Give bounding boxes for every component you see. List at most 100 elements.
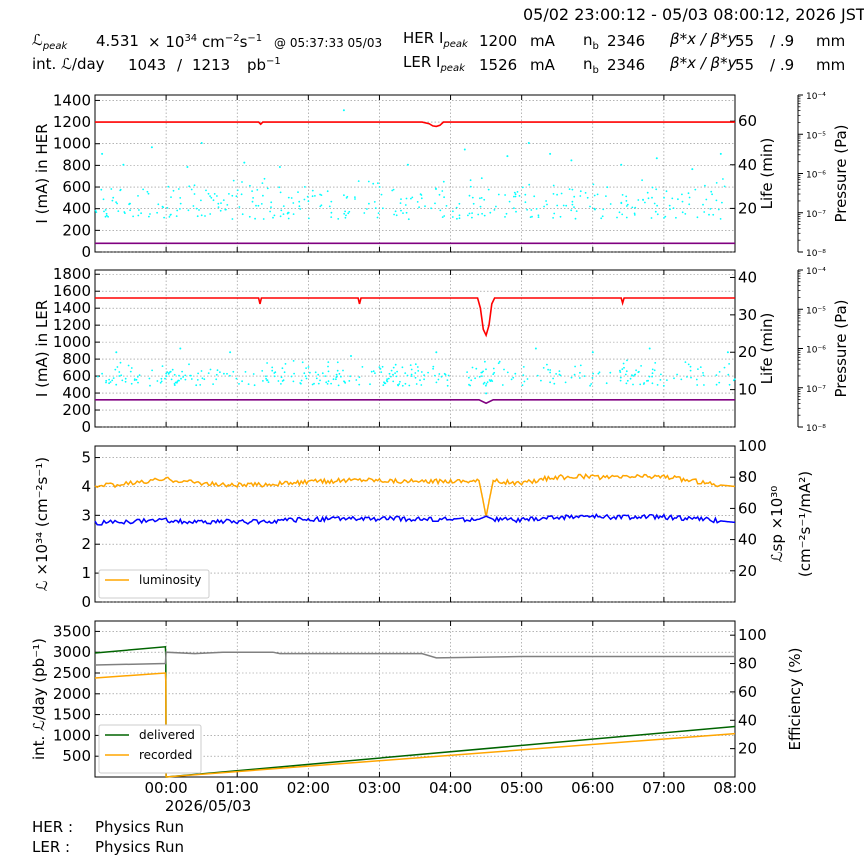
her-life-point (217, 206, 220, 209)
her-life-point (225, 208, 227, 211)
her-life-point (528, 183, 531, 186)
ler-life-point (177, 379, 180, 382)
intl-y2tick-label: 20 (738, 740, 757, 758)
her-life-point (330, 200, 333, 203)
ler-life-point (350, 355, 352, 357)
ler-life-point (621, 368, 624, 370)
her-life-point (209, 195, 212, 198)
ler-life-point (241, 380, 244, 383)
ler-life-point (105, 379, 108, 382)
her-life-point (212, 199, 215, 202)
her-life-point (132, 215, 135, 218)
her-life-point (101, 152, 104, 155)
ler-life-point (261, 370, 264, 372)
intl-ytick-label: 2500 (53, 664, 91, 682)
ler-life-point (723, 366, 726, 369)
x-tick-label: 07:00 (642, 779, 685, 797)
ler-life-point (591, 377, 594, 379)
ler-life-point (660, 373, 662, 376)
ler-life-point (558, 370, 561, 372)
ler-life-point (404, 382, 407, 385)
her-life-point (497, 193, 500, 196)
her-life-point (393, 213, 395, 216)
ler-life-point (327, 380, 330, 383)
x-tick-label: 08:00 (713, 779, 756, 797)
her-life-point (400, 198, 402, 201)
ler-life-point (423, 378, 425, 381)
her-life-point (418, 206, 420, 209)
her-life-point (137, 214, 140, 217)
her-life-point (633, 212, 636, 215)
her-ytick-label: 600 (62, 178, 91, 196)
her-life-point (537, 216, 540, 219)
her-life-point (257, 204, 260, 207)
ler-life-point (265, 377, 267, 380)
her-life-point (344, 210, 346, 213)
her-life-point (469, 179, 472, 182)
her-life-point (150, 146, 153, 149)
ler-life-point (689, 365, 692, 368)
her-beta-label: β*x / β*y (670, 30, 737, 48)
ler-life-point (651, 372, 654, 375)
ler-life-point (492, 373, 495, 376)
ler-life-point (118, 375, 121, 377)
her-life-point (188, 185, 191, 188)
intl-ytick-label: 500 (62, 747, 91, 765)
her-y3tick-label: 10⁻⁶ (806, 171, 826, 181)
int-lumi-slash: / (177, 56, 183, 74)
her-life-point (586, 196, 589, 199)
int-lumi-unit: pb−1 (247, 56, 281, 74)
her-life-point (518, 195, 521, 197)
her-life-point (372, 182, 375, 185)
ler-life-point (406, 374, 409, 377)
her-life-point (251, 190, 254, 193)
her-life-point (553, 212, 556, 215)
ler-life-point (420, 384, 423, 386)
her-life-point (251, 200, 254, 203)
her-life-point (526, 208, 528, 211)
her-life-point (115, 201, 117, 204)
her-life-point (625, 195, 628, 198)
her-life-point (342, 109, 345, 112)
ler-life-point (215, 378, 218, 381)
her-life-point (216, 195, 218, 197)
her-life-point (263, 177, 266, 180)
int-lumi-label: int. ℒ/day (32, 55, 105, 73)
her-life-point (320, 194, 323, 197)
ler-life-point (680, 378, 683, 381)
her-life-point (589, 205, 591, 208)
ler-life-point (330, 382, 332, 385)
her-life-point (261, 182, 264, 185)
her-life-point (192, 205, 195, 207)
ler-life-point (718, 371, 721, 373)
ler-y2tick-label: 10 (738, 381, 757, 399)
her-life-point (200, 214, 203, 217)
her-life-point (142, 188, 145, 191)
her-life-point (560, 192, 563, 195)
her-life-point (282, 205, 285, 208)
her-life-point (292, 213, 295, 216)
her-life-point (625, 216, 628, 219)
her-life-point (112, 196, 115, 199)
her-life-point (326, 190, 329, 193)
her-life-point (290, 197, 293, 199)
ler-life-point (170, 378, 173, 381)
her-life-point (179, 208, 181, 210)
her-life-point (170, 196, 172, 199)
ler-life-point (446, 384, 449, 387)
her-life-point (228, 193, 230, 195)
her-life-point (451, 216, 454, 218)
ler-life-point (552, 377, 554, 380)
her-ytick-label: 400 (62, 200, 91, 218)
her-nb-label: nb (583, 31, 599, 52)
ler-life-point (358, 376, 361, 379)
her-life-point (472, 202, 475, 205)
ler-life-point (388, 372, 391, 375)
ler-life-point (427, 371, 429, 374)
peak-luminosity-value: 4.531 (96, 32, 139, 50)
ler-y3label: Pressure (Pa) (832, 299, 850, 397)
ler-life-point (309, 371, 311, 374)
her-life-point (161, 205, 164, 208)
her-life-point (655, 157, 658, 160)
ler-life-point (653, 369, 656, 372)
